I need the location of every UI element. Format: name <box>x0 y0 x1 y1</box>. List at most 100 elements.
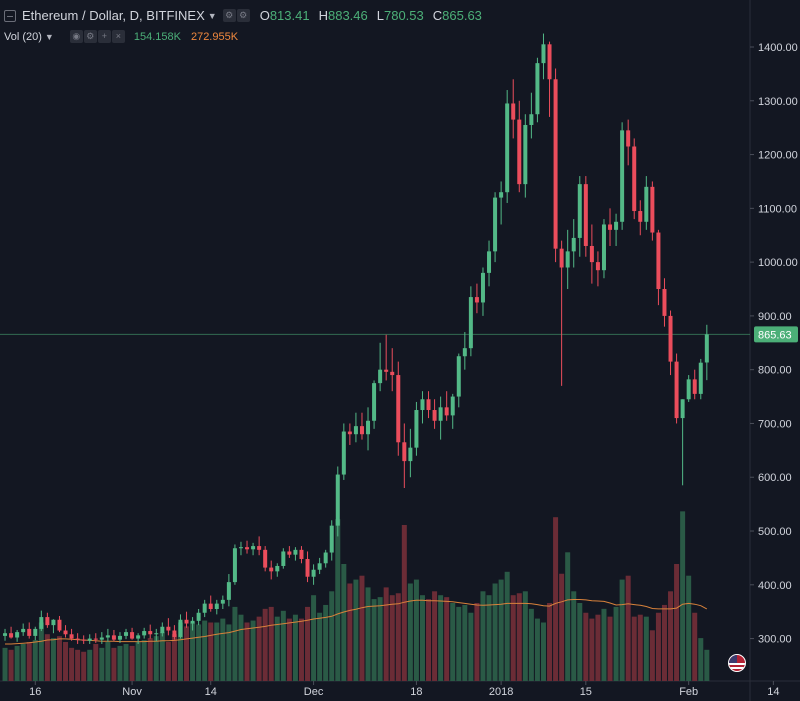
candle-body <box>142 631 147 636</box>
candle-body <box>390 371 395 376</box>
candle <box>269 560 274 580</box>
candle <box>553 68 558 263</box>
candle-body <box>541 44 546 64</box>
dropdown-caret-icon[interactable]: ▼ <box>207 10 217 21</box>
volume-bar <box>335 519 341 681</box>
candle-body <box>87 638 92 641</box>
volume-bar <box>177 622 183 681</box>
symbol-header: Ethereum / Dollar, D, BITFINEX ▼ ⚙ ⚙ O 81… <box>4 8 482 23</box>
settings-icon[interactable]: ⚙ <box>83 30 97 43</box>
candle-body <box>27 628 32 636</box>
volume-bar <box>63 642 69 681</box>
candle <box>136 633 141 644</box>
candle-body <box>39 617 44 629</box>
candle <box>190 617 195 631</box>
last-price-tag-bg <box>754 326 798 343</box>
candle <box>142 627 147 639</box>
volume-bar <box>184 626 190 681</box>
candle <box>505 90 510 203</box>
symbol-title[interactable]: Ethereum / Dollar, D, BITFINEX <box>22 8 205 23</box>
candle-body <box>698 362 703 394</box>
candle <box>420 391 425 424</box>
candle-body <box>184 619 189 624</box>
low-label: L <box>376 8 384 23</box>
candle-body <box>650 186 655 233</box>
candles <box>3 33 709 644</box>
candle-body <box>680 399 685 419</box>
volume-bar <box>117 645 123 681</box>
volume-bar <box>32 640 38 681</box>
volume-label[interactable]: Vol (20) <box>4 30 42 43</box>
volume-bar <box>298 618 304 681</box>
volume-bar <box>637 614 643 681</box>
volume-bar <box>474 603 480 681</box>
volume-bar <box>208 622 214 681</box>
volume-bar <box>274 616 280 681</box>
candle-body <box>559 248 564 268</box>
settings-icon[interactable]: ⚙ <box>222 9 236 22</box>
settings-icon[interactable]: ⚙ <box>236 9 250 22</box>
volume-bar <box>492 583 498 681</box>
volume-bar <box>147 638 153 681</box>
y-tick-label: 1300.00 <box>758 96 798 108</box>
y-tick-label: 1400.00 <box>758 42 798 54</box>
candle <box>124 628 129 640</box>
high-value: 883.46 <box>327 8 368 23</box>
candle-body <box>293 549 298 555</box>
dropdown-caret-icon[interactable]: ▼ <box>44 31 54 42</box>
candle <box>608 208 613 246</box>
volume-bar <box>347 583 353 681</box>
close-icon[interactable]: × <box>111 30 125 43</box>
us-flag-icon[interactable] <box>728 654 746 672</box>
candle-body <box>21 628 26 633</box>
eye-icon[interactable]: ◉ <box>69 30 83 43</box>
y-tick-label: 1100.00 <box>758 203 797 215</box>
volume-bar <box>135 642 141 681</box>
candle-body <box>614 221 619 230</box>
volume-bar <box>171 634 177 681</box>
candle <box>614 213 619 246</box>
candle-body <box>130 632 135 639</box>
volume-bar <box>692 612 698 681</box>
candle-body <box>166 626 171 631</box>
volume-bar <box>280 610 286 681</box>
candle <box>93 633 98 643</box>
x-tick-label: Feb <box>679 686 698 698</box>
volume-bars <box>2 511 710 681</box>
add-icon[interactable]: + <box>97 30 111 43</box>
volume-bar <box>220 618 226 681</box>
candle-body <box>238 547 243 549</box>
candle <box>426 391 431 419</box>
minimize-icon[interactable] <box>4 9 16 22</box>
candle <box>366 407 371 451</box>
candle <box>438 396 443 440</box>
candle-body <box>269 567 274 572</box>
candle-body <box>148 631 153 635</box>
volume-bar <box>559 573 565 681</box>
candle-body <box>124 632 129 636</box>
candle-body <box>359 426 364 435</box>
candle <box>674 353 679 424</box>
candle-body <box>487 251 492 273</box>
volume-bar <box>480 591 486 681</box>
candle-body <box>432 410 437 421</box>
volume-bar <box>450 603 456 681</box>
volume-bar <box>649 630 655 681</box>
candle-body <box>523 124 528 185</box>
volume-bar <box>232 606 238 681</box>
volume-bar <box>655 612 661 681</box>
candle-body <box>589 245 594 263</box>
volume-bar <box>123 643 129 681</box>
candle-body <box>15 632 20 638</box>
candle <box>305 551 310 583</box>
y-tick-label: 500.00 <box>758 526 792 538</box>
volume-bar <box>2 647 8 681</box>
candle-body <box>202 603 207 613</box>
last-price-tag: 865.63 <box>754 326 798 343</box>
candle <box>39 610 44 632</box>
candle <box>238 541 243 556</box>
y-tick-label: 900.00 <box>758 311 792 323</box>
candle-body <box>396 375 401 443</box>
